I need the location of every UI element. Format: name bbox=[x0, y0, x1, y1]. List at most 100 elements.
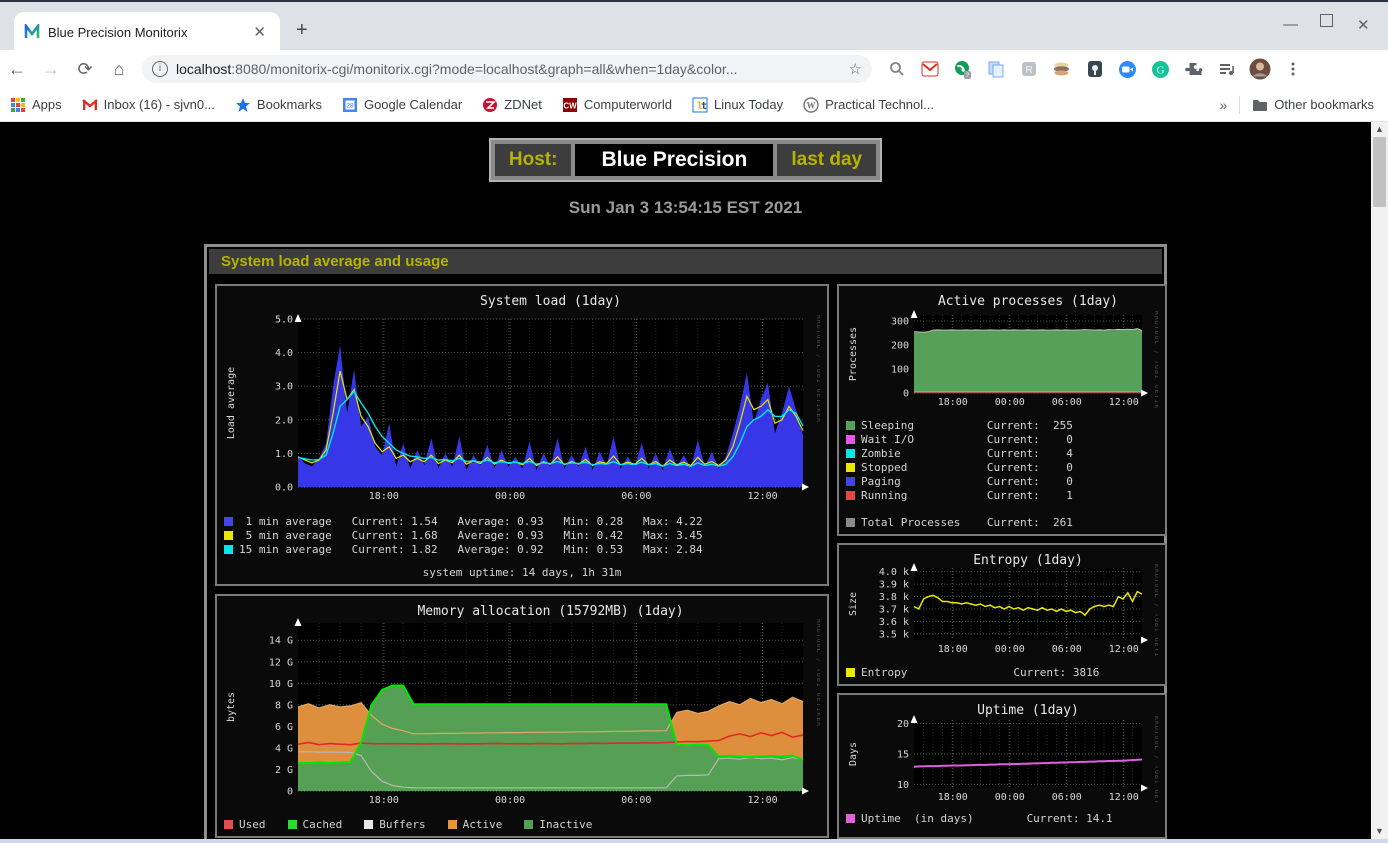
new-tab-button[interactable]: + bbox=[296, 19, 308, 41]
uptime-legend: Uptime (in days) Current: 14.1 bbox=[846, 811, 1158, 825]
svg-text:Active processes (1day): Active processes (1day) bbox=[938, 294, 1118, 309]
gray-extension-icon[interactable]: R bbox=[1012, 56, 1045, 82]
legend-text: Inactive bbox=[539, 818, 593, 831]
zoom-extension-icon[interactable] bbox=[1111, 56, 1144, 82]
legend-text: Active bbox=[462, 818, 503, 831]
system-load-panel: 0.0 1.0 2.0 3.0 4.0 5.0 18:00 00:00 06:00 12:00 Sy… bbox=[215, 284, 829, 586]
forward-button[interactable]: → bbox=[42, 58, 60, 79]
legend-swatch bbox=[846, 420, 855, 430]
bookmark-label: Inbox (16) - sjvn0... bbox=[103, 97, 215, 112]
bookmark-computerworld[interactable]: CW Computerworld bbox=[562, 97, 672, 113]
system-load-chart[interactable]: 0.0 1.0 2.0 3.0 4.0 5.0 18:00 00:00 06:00 12:00 Sy… bbox=[224, 291, 823, 505]
url-host: localhost bbox=[176, 61, 232, 77]
svg-text:W: W bbox=[807, 100, 816, 110]
zdnet-icon bbox=[483, 97, 498, 112]
active-processes-chart[interactable]: 0 100 200 300 18:00 00:00 06:00 12:00 Active pro… bbox=[846, 291, 1161, 419]
reload-button[interactable]: ⟳ bbox=[77, 58, 93, 79]
grammarly-extension-icon[interactable]: G bbox=[1144, 56, 1177, 82]
maximize-button[interactable] bbox=[1320, 14, 1333, 31]
page-info-icon[interactable]: i bbox=[152, 61, 168, 77]
scrollbar-thumb[interactable] bbox=[1373, 137, 1386, 207]
uptime-panel: 10 15 20 18:00 00:00 06:00 12:00 Uptime (1day) D… bbox=[837, 693, 1167, 839]
svg-text:10: 10 bbox=[897, 780, 909, 791]
legend-row: Uptime (in days) Current: 14.1 bbox=[846, 811, 1158, 825]
vault-extension-icon[interactable] bbox=[1078, 56, 1111, 82]
back-button[interactable]: ← bbox=[8, 58, 26, 79]
bookmark-google-calendar[interactable]: 28 Google Calendar bbox=[342, 97, 462, 113]
svg-text:18:00: 18:00 bbox=[938, 792, 968, 802]
svg-text:18:00: 18:00 bbox=[938, 397, 968, 408]
playlist-extension-icon[interactable] bbox=[1210, 56, 1243, 82]
extensions-puzzle-icon[interactable] bbox=[1177, 56, 1210, 82]
legend-item: Used bbox=[224, 818, 266, 831]
scroll-down-arrow[interactable]: ▼ bbox=[1375, 826, 1384, 836]
browser-menu-icon[interactable] bbox=[1276, 56, 1309, 82]
svg-text:RRDTOOL / TOBI OETIKER: RRDTOOL / TOBI OETIKER bbox=[815, 315, 820, 423]
legend-item: Inactive bbox=[524, 818, 592, 831]
search-extension-icon[interactable] bbox=[880, 56, 913, 82]
address-bar[interactable]: i localhost:8080/monitorix-cgi/monitorix… bbox=[142, 55, 872, 83]
legend-row: 5 min average Current: 1.68 Average: 0.9… bbox=[224, 528, 820, 542]
legend-text: Sleeping Current: 255 bbox=[861, 418, 1073, 432]
bookmark-inbox[interactable]: Inbox (16) - sjvn0... bbox=[81, 97, 215, 113]
svg-text:18:00: 18:00 bbox=[938, 644, 968, 655]
gmail-extension-icon[interactable] bbox=[913, 56, 946, 82]
bookmark-bookmarks[interactable]: Bookmarks bbox=[235, 97, 322, 113]
home-button[interactable]: ⌂ bbox=[113, 58, 125, 79]
svg-text:4.0: 4.0 bbox=[275, 348, 293, 359]
gmail-icon bbox=[81, 98, 98, 110]
svg-text:Uptime (1day): Uptime (1day) bbox=[977, 703, 1079, 718]
copy-extension-icon[interactable] bbox=[979, 56, 1012, 82]
svg-text:18:00: 18:00 bbox=[369, 491, 399, 502]
svg-text:12:00: 12:00 bbox=[1109, 397, 1139, 408]
svg-text:3.0: 3.0 bbox=[275, 382, 293, 393]
other-bookmarks[interactable]: Other bookmarks bbox=[1252, 97, 1374, 113]
bookmark-star-icon[interactable]: ☆ bbox=[848, 61, 862, 78]
bookmarks-overflow-chevron[interactable]: » bbox=[1219, 96, 1228, 113]
svg-text:Size: Size bbox=[848, 592, 859, 616]
folder-icon bbox=[1253, 99, 1268, 111]
bookmark-apps[interactable]: Apps bbox=[10, 97, 62, 113]
entropy-chart[interactable]: 3.5 k3.6 k 3.7 k3.8 k3.9 k 4.0 k 18:00 00:00… bbox=[846, 550, 1161, 672]
legend-row-total: Total Processes Current: 261 bbox=[846, 515, 1158, 529]
legend-swatch bbox=[846, 462, 855, 472]
svg-text:3.6 k: 3.6 k bbox=[879, 617, 909, 628]
profile-avatar[interactable] bbox=[1243, 56, 1276, 82]
minimize-button[interactable]: — bbox=[1283, 16, 1298, 33]
bookmark-practical-technology[interactable]: W Practical Technol... bbox=[803, 96, 934, 113]
system-load-legend: 1 min average Current: 1.54 Average: 0.9… bbox=[224, 514, 820, 579]
legend-row: 15 min average Current: 1.82 Average: 0.… bbox=[224, 542, 820, 556]
tab-title: Blue Precision Monitorix bbox=[48, 24, 188, 40]
legend-row: 1 min average Current: 1.54 Average: 0.9… bbox=[224, 514, 820, 528]
svg-text:100: 100 bbox=[891, 365, 909, 376]
close-button[interactable]: ✕ bbox=[1357, 17, 1370, 34]
stack-extension-icon[interactable] bbox=[1045, 56, 1078, 82]
left-column: 0.0 1.0 2.0 3.0 4.0 5.0 18:00 00:00 06:00 12:00 Sy… bbox=[215, 284, 829, 839]
uptime-chart[interactable]: 10 15 20 18:00 00:00 06:00 12:00 Uptime (1day) D… bbox=[846, 700, 1161, 824]
svg-text:Memory allocation (15792MB) (: Memory allocation (15792MB) (1day) bbox=[417, 604, 683, 619]
tab-strip: Blue Precision Monitorix ✕ + — ✕ bbox=[0, 0, 1388, 52]
scroll-up-arrow[interactable]: ▲ bbox=[1375, 124, 1384, 134]
memory-allocation-chart[interactable]: 0 2 G 4 G 6 G 8 G 10 G 12 G 14 G 18:00 00:00 06:00… bbox=[224, 601, 823, 809]
monitorix-favicon bbox=[24, 24, 40, 38]
svg-text:15: 15 bbox=[897, 750, 909, 761]
browser-tab[interactable]: Blue Precision Monitorix ✕ bbox=[14, 12, 280, 52]
calendar-icon: 28 bbox=[342, 97, 357, 112]
voice-extension-icon[interactable]: ? bbox=[946, 56, 979, 82]
vertical-scrollbar[interactable]: ▲ ▼ bbox=[1371, 122, 1388, 839]
svg-text:System load (1day): System load (1day) bbox=[480, 294, 621, 309]
legend-swatch bbox=[224, 516, 233, 526]
svg-text:0.0: 0.0 bbox=[275, 483, 293, 494]
svg-text:RRDTOOL / TOBI OETIKER: RRDTOOL / TOBI OETIKER bbox=[815, 619, 820, 727]
tab-close-icon[interactable]: ✕ bbox=[253, 24, 266, 41]
legend-row: Stopped Current: 0 bbox=[846, 460, 1158, 474]
legend-item: Active bbox=[447, 818, 503, 831]
svg-text:06:00: 06:00 bbox=[621, 795, 651, 806]
bookmark-zdnet[interactable]: ZDNet bbox=[482, 97, 542, 113]
legend-swatch bbox=[364, 820, 374, 829]
svg-text:2.0: 2.0 bbox=[275, 415, 293, 426]
legend-swatch bbox=[846, 667, 855, 677]
legend-row: Sleeping Current: 255 bbox=[846, 418, 1158, 432]
svg-text:bytes: bytes bbox=[226, 692, 237, 722]
